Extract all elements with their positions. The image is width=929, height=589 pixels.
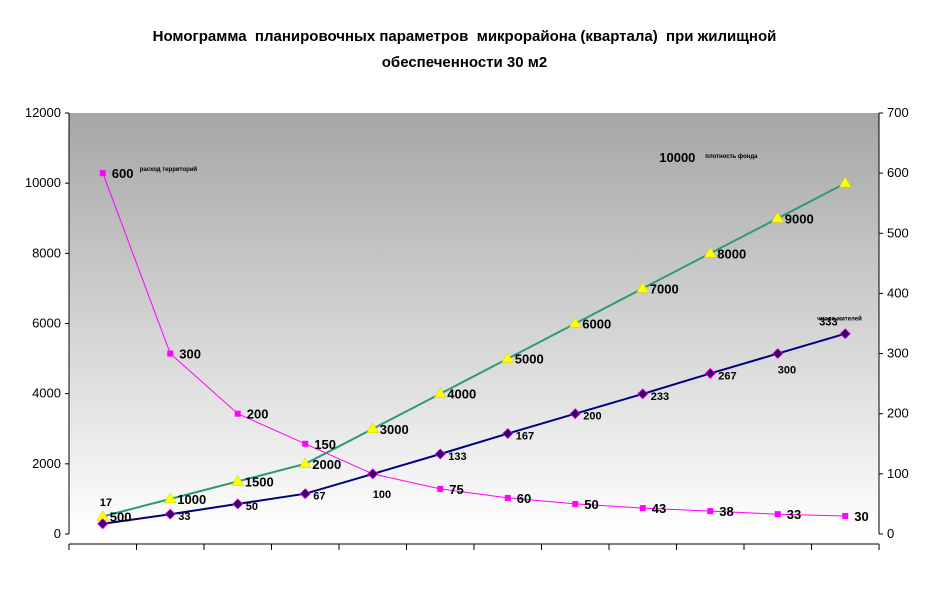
- data-label: 30: [854, 509, 868, 524]
- data-label: 17: [100, 497, 112, 509]
- data-label: 38: [719, 504, 733, 519]
- series-markers: [96, 170, 852, 530]
- square-marker: [572, 500, 579, 507]
- triangle-marker: [163, 492, 177, 504]
- data-label: 100: [373, 489, 391, 501]
- diamond-marker: [772, 348, 784, 360]
- square-marker: [437, 485, 444, 492]
- data-label: 333: [819, 317, 837, 329]
- right-tick-label: 0: [887, 526, 894, 541]
- diamond-marker: [367, 468, 379, 480]
- square-marker: [639, 505, 646, 512]
- triangle-marker: [366, 422, 380, 433]
- diamond-marker: [704, 367, 716, 379]
- left-tick-label: 0: [54, 526, 61, 541]
- data-label: 50: [584, 497, 598, 512]
- data-label: 1500: [245, 474, 274, 489]
- series-line: [102, 172, 846, 517]
- data-label: 150: [314, 437, 336, 452]
- triangle-marker: [703, 246, 717, 258]
- diamond-marker: [97, 518, 109, 530]
- diamond-marker: [839, 328, 851, 340]
- left-tick-label: 6000: [32, 316, 61, 331]
- triangle-marker: [838, 176, 852, 188]
- data-label: 200: [247, 407, 269, 422]
- left-tick-label: 4000: [32, 386, 61, 401]
- data-label: 75: [449, 482, 463, 497]
- data-label: 2000: [312, 457, 341, 472]
- series-line: [102, 182, 846, 518]
- data-label: 500: [110, 509, 132, 524]
- chart-title: Номограмма планировочных параметров микр…: [0, 24, 929, 76]
- data-label: 300: [179, 347, 201, 362]
- diamond-marker: [569, 408, 581, 420]
- square-marker: [99, 170, 106, 177]
- right-tick-label: 200: [887, 406, 909, 421]
- left-tick-label: 12000: [25, 105, 61, 120]
- data-label: 33: [787, 507, 801, 522]
- square-marker: [842, 512, 849, 519]
- data-label: 43: [652, 501, 666, 516]
- square-marker: [234, 410, 241, 417]
- triangle-marker: [568, 317, 582, 328]
- chart-title-line-2: обеспеченности 30 м2: [381, 54, 548, 71]
- square-marker: [167, 350, 174, 357]
- data-label: 3000: [380, 422, 409, 437]
- left-tick-label: 8000: [32, 245, 61, 260]
- data-label: 600: [112, 166, 134, 181]
- data-label: 4000: [447, 387, 476, 402]
- data-label: 67: [313, 491, 325, 503]
- data-label: 10000: [659, 150, 695, 165]
- diamond-marker: [434, 448, 446, 460]
- axes: 0 2000 4000 6000 8000 10000 12000 0 100 200 300 400…: [25, 105, 909, 550]
- series-name-label: плотность фонда: [705, 153, 758, 160]
- series-line: [102, 332, 846, 525]
- chart-title-line-1: Номограмма планировочных параметров микр…: [152, 28, 777, 45]
- square-marker: [504, 494, 511, 501]
- data-label: 200: [583, 411, 601, 423]
- right-tick-label: 500: [887, 225, 909, 240]
- right-tick-label: 600: [887, 165, 909, 180]
- data-label: 233: [651, 391, 669, 403]
- triangle-marker: [433, 387, 447, 398]
- data-label: 6000: [582, 317, 611, 332]
- triangle-marker: [501, 352, 515, 363]
- diamond-marker: [164, 508, 176, 520]
- data-labels: 500 1000 1500 2000 3000 4000 5000 6000 7000 8000 9…: [100, 150, 869, 524]
- data-label: 33: [178, 511, 190, 523]
- triangle-marker: [231, 474, 245, 486]
- triangle-marker: [636, 281, 650, 293]
- data-label: 267: [718, 370, 736, 382]
- triangle-marker: [771, 211, 785, 223]
- data-label: 5000: [515, 352, 544, 367]
- right-tick-label: 100: [887, 466, 909, 481]
- data-label: 9000: [785, 211, 814, 226]
- left-tick-label: 2000: [32, 456, 61, 471]
- diamond-marker: [637, 388, 649, 400]
- series-name-label: расход территорий: [140, 166, 198, 173]
- left-tick-label: 10000: [25, 175, 61, 190]
- data-label: 1000: [177, 492, 206, 507]
- data-label: 7000: [650, 281, 679, 296]
- right-tick-label: 300: [887, 346, 909, 361]
- triangle-marker: [298, 457, 312, 469]
- data-label: 8000: [717, 246, 746, 261]
- data-label: 50: [246, 501, 258, 513]
- square-marker: [774, 511, 781, 518]
- data-label: 60: [517, 491, 531, 506]
- diamond-marker: [232, 498, 244, 510]
- diamond-marker: [299, 488, 311, 500]
- right-tick-label: 400: [887, 285, 909, 300]
- plot-area: [69, 113, 879, 534]
- right-tick-label: 700: [887, 105, 909, 120]
- series-lines: [102, 172, 846, 525]
- square-marker: [302, 440, 309, 447]
- data-label: 133: [448, 451, 466, 463]
- diamond-marker: [502, 427, 514, 440]
- square-marker: [707, 508, 714, 515]
- series-name-label: число жителей: [817, 316, 862, 323]
- data-label: 300: [778, 365, 796, 377]
- data-label: 167: [516, 431, 534, 443]
